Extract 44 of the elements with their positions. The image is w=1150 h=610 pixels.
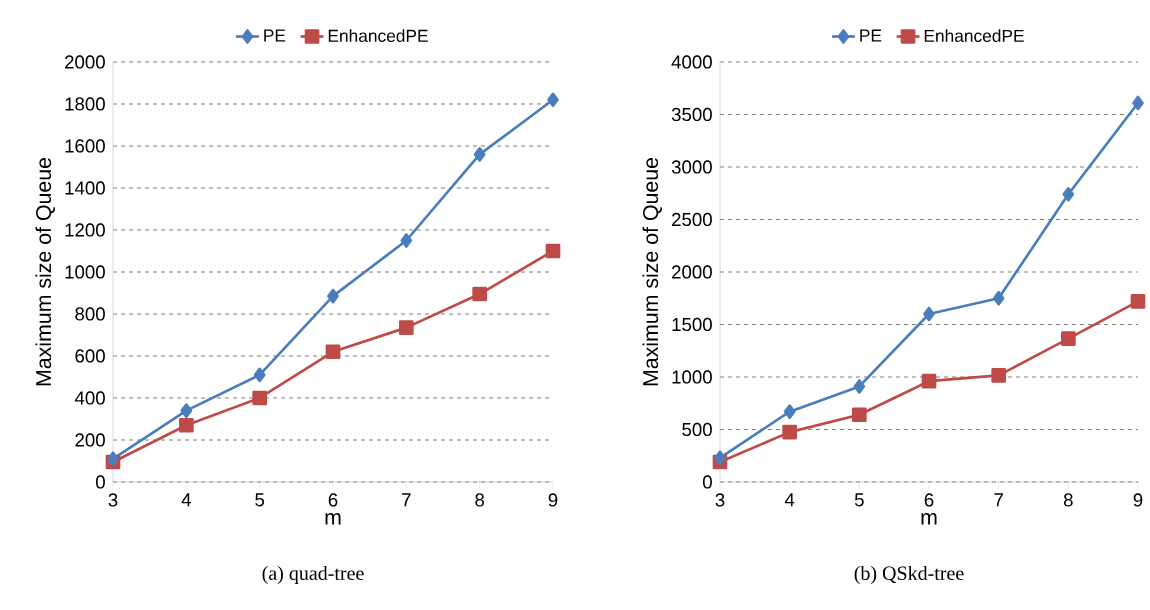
y-tick-label: 1600	[65, 139, 105, 153]
y-tick-label: 1000	[672, 370, 712, 384]
y-tick-label: 0	[95, 475, 105, 489]
x-axis-title: m	[325, 513, 341, 525]
y-tick-label: 1000	[65, 265, 105, 279]
x-tick-label: 3	[715, 493, 725, 507]
y-tick-label: 2000	[65, 55, 105, 69]
x-tick-label: 7	[402, 493, 411, 507]
x-tick-label: 9	[548, 493, 558, 507]
y-tick-label: 200	[75, 433, 105, 447]
x-tick-label: 6	[328, 493, 338, 507]
x-tick-label: 8	[475, 493, 485, 507]
y-tick-label: 2500	[672, 212, 712, 227]
y-axis-title: Maximum size of Queue	[35, 157, 55, 386]
legend-label: PE	[860, 29, 882, 42]
x-tick-label: 8	[1063, 493, 1073, 507]
legend-label: EnhancedPE	[328, 29, 428, 42]
x-tick-label: 3	[108, 493, 118, 507]
y-tick-label: 1400	[65, 181, 105, 195]
x-tick-label: 5	[854, 493, 864, 507]
x-tick-label: 6	[924, 493, 934, 507]
y-tick-label: 4000	[671, 55, 712, 69]
legend-label: PE	[264, 29, 286, 42]
y-tick-label: 600	[75, 349, 105, 363]
x-axis-title: m	[921, 513, 937, 525]
y-tick-label: 1200	[65, 223, 105, 237]
x-tick-label: 4	[181, 493, 191, 507]
y-axis-title: Maximum size of Queue	[642, 157, 662, 386]
text: (a) quad-tree	[262, 565, 364, 585]
x-tick-label: 9	[1133, 493, 1143, 507]
y-tick-label: 500	[682, 422, 712, 437]
y-tick-label: 2000	[672, 265, 712, 279]
x-tick-label: 7	[994, 493, 1003, 507]
y-tick-label: 800	[75, 307, 105, 321]
y-tick-label: 3500	[671, 107, 712, 122]
y-tick-label: 1800	[65, 97, 105, 111]
text: (b) QSkd-tree	[854, 565, 964, 585]
y-tick-label: 400	[74, 391, 105, 405]
y-tick-label: 0	[702, 475, 712, 489]
x-tick-label: 4	[784, 493, 795, 507]
legend-label: EnhancedPE	[924, 29, 1024, 42]
y-tick-label: 3000	[671, 160, 712, 174]
y-tick-label: 1500	[672, 317, 712, 332]
x-tick-label: 5	[255, 493, 265, 507]
